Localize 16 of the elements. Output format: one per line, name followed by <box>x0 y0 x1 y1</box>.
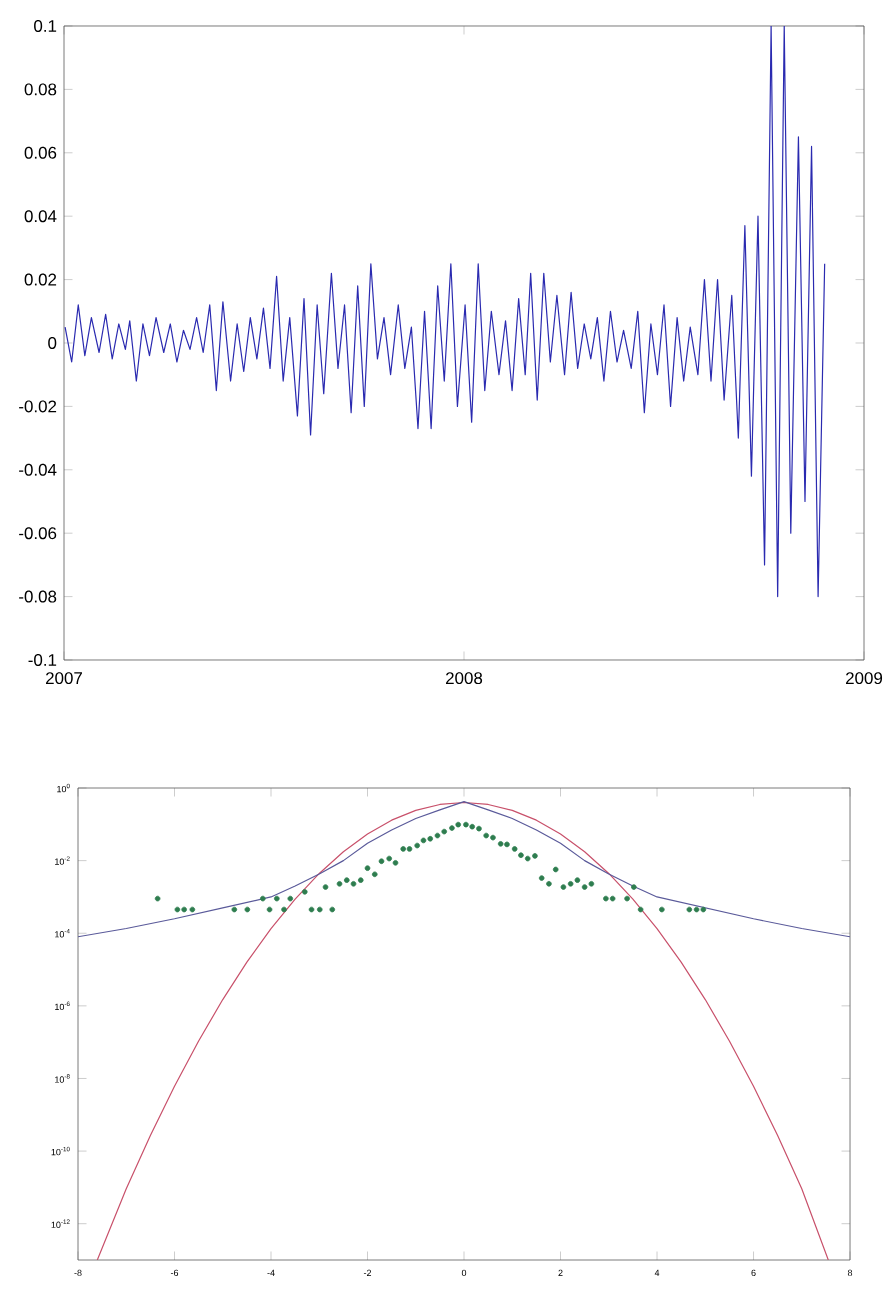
y-tick-label: 0.06 <box>24 146 57 159</box>
y-tick-label: 0.08 <box>24 83 57 96</box>
y-tick-label: 0.04 <box>24 210 57 223</box>
y-tick-label: 0.02 <box>24 273 57 286</box>
y-tick-label: -0.1 <box>28 654 57 666</box>
y-tick-label: -0.04 <box>19 463 57 476</box>
line-series <box>64 25 826 598</box>
y-tick-label: -0.02 <box>19 400 57 413</box>
x-tick-label: 2008 <box>446 672 483 685</box>
y-tick-label: -0.08 <box>19 590 57 603</box>
line-series <box>96 801 829 1261</box>
y-tick-label: 0 <box>48 337 57 349</box>
x-tick-label: 2009 <box>846 672 883 685</box>
x-tick-label: 2007 <box>46 672 82 685</box>
y-tick-label: 0.1 <box>34 20 57 32</box>
y-tick-label: -0.06 <box>19 527 57 540</box>
